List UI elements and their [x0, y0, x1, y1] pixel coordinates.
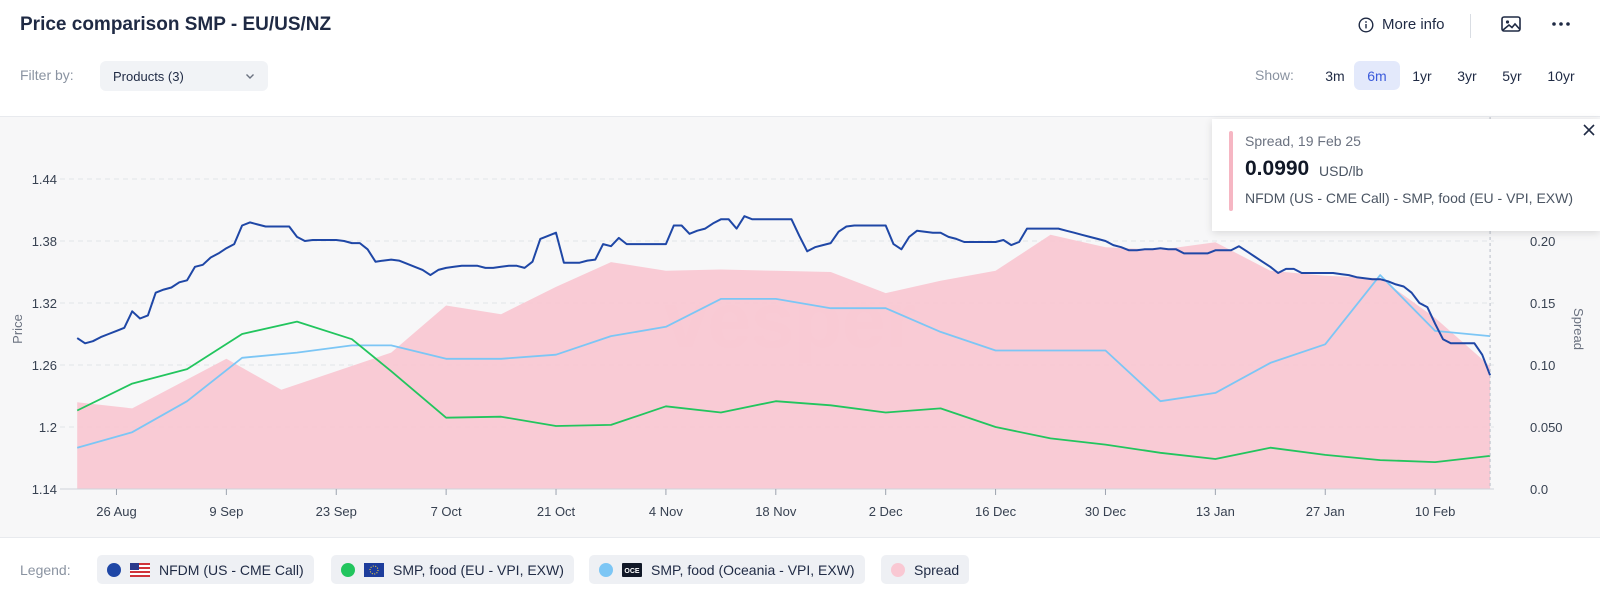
x-tick-label: 18 Nov	[755, 504, 797, 519]
us-flag-icon	[130, 562, 150, 577]
x-tick-label: 7 Oct	[431, 504, 462, 519]
series-area-spread	[77, 234, 1491, 489]
x-tick-label: 13 Jan	[1196, 504, 1235, 519]
chart-area: vesper 1.141.21.261.321.381.440.00.0500.…	[0, 116, 1600, 538]
series-color-dot	[891, 562, 905, 577]
price-comparison-chart[interactable]: vesper 1.141.21.261.321.381.440.00.0500.…	[0, 117, 1600, 539]
y-tick-label: 1.38	[32, 234, 57, 249]
more-dots-icon	[1552, 22, 1570, 26]
export-image-button[interactable]	[1500, 14, 1524, 38]
info-icon	[1358, 16, 1374, 33]
legend-item-label: SMP, food (Oceania - VPI, EXW)	[651, 561, 855, 578]
series-line-smp-food-oceania-vpi-exw	[76, 274, 1491, 449]
legend-item-nfdm[interactable]: NFDM (US - CME Call)	[97, 555, 314, 584]
svg-text:OCE: OCE	[624, 568, 640, 575]
legend-item-label: NFDM (US - CME Call)	[159, 561, 304, 578]
y2-tick-label: 0.050	[1530, 420, 1563, 435]
y2-tick-label: 0.0	[1530, 482, 1548, 497]
more-options-button[interactable]	[1548, 14, 1574, 38]
series-color-dot	[599, 562, 613, 577]
close-icon[interactable]	[1582, 123, 1596, 137]
x-tick-label: 27 Jan	[1306, 504, 1345, 519]
series-color-dot	[107, 562, 121, 577]
chevron-down-icon	[246, 74, 254, 79]
y-tick-label: 1.26	[32, 358, 57, 373]
x-tick-label: 2 Dec	[869, 504, 903, 519]
range-5yr-button[interactable]: 5yr	[1502, 67, 1522, 84]
legend-item-label: SMP, food (EU - VPI, EXW)	[393, 561, 564, 578]
range-1yr-button[interactable]: 1yr	[1412, 67, 1432, 84]
tooltip-title: Spread, 19 Feb 25	[1245, 133, 1361, 149]
range-3m-button[interactable]: 3m	[1325, 67, 1345, 84]
y2-tick-label: 0.10	[1530, 358, 1555, 373]
image-icon	[1501, 16, 1521, 32]
x-tick-label: 16 Dec	[975, 504, 1017, 519]
legend-item-smp-oceania[interactable]: OCE SMP, food (Oceania - VPI, EXW)	[589, 555, 865, 584]
legend-item-spread[interactable]: Spread	[881, 555, 970, 584]
chart-header: Price comparison SMP - EU/US/NZ More inf…	[0, 0, 1600, 116]
x-tick-label: 9 Sep	[209, 504, 243, 519]
legend-label: Legend:	[20, 562, 71, 578]
y-tick-label: 1.44	[32, 172, 57, 187]
x-tick-label: 23 Sep	[316, 504, 357, 519]
page-title: Price comparison SMP - EU/US/NZ	[20, 14, 332, 35]
x-tick-label: 10 Feb	[1415, 504, 1455, 519]
y2-tick-label: 0.15	[1530, 296, 1555, 311]
axes: 1.14 1.2 1.26 1.32 1.38 1.44 0.0 0.050 0.10 0.15 0…	[32, 172, 1563, 519]
eu-flag-icon	[364, 562, 384, 577]
tooltip-unit: USD/lb	[1319, 163, 1364, 179]
tooltip-value: 0.0990	[1245, 157, 1310, 180]
oce-flag-icon: OCE	[622, 562, 642, 577]
products-filter-select[interactable]: Products (3)	[100, 61, 268, 91]
y-tick-label: 1.14	[32, 482, 57, 497]
y-tick-label: 1.2	[39, 420, 57, 435]
show-label: Show:	[1255, 67, 1294, 83]
tooltip-color-bar	[1229, 131, 1233, 211]
range-10yr-button[interactable]: 10yr	[1547, 67, 1575, 84]
spread-tooltip: Spread, 19 Feb 25 0.0990 USD/lb NFDM (US…	[1212, 119, 1600, 231]
y-tick-label: 1.32	[32, 296, 57, 311]
series-layer	[76, 215, 1492, 489]
more-info-label: More info	[1382, 16, 1445, 33]
x-tick-label: 30 Dec	[1085, 504, 1127, 519]
range-6m-button[interactable]: 6m	[1354, 61, 1400, 90]
series-line-smp-food-eu-vpi-exw	[76, 320, 1491, 463]
y-axis-label: Price	[10, 314, 25, 344]
series-line-nfdm-us-cme-call	[76, 215, 1492, 376]
tooltip-description: NFDM (US - CME Call) - SMP, food (EU - V…	[1245, 190, 1573, 206]
y2-tick-label: 0.20	[1530, 234, 1555, 249]
legend-item-smp-eu[interactable]: SMP, food (EU - VPI, EXW)	[331, 555, 574, 584]
filter-value: Products (3)	[113, 68, 184, 84]
filter-label: Filter by:	[20, 67, 74, 83]
y2-axis-label: Spread	[1571, 308, 1586, 350]
legend-bar: Legend: NFDM (US - CME Call) SMP, food (…	[0, 540, 1600, 603]
x-tick-label: 26 Aug	[96, 504, 137, 519]
range-3yr-button[interactable]: 3yr	[1457, 67, 1477, 84]
series-color-dot	[341, 562, 355, 577]
more-info-button[interactable]: More info	[1358, 16, 1445, 33]
x-tick-label: 4 Nov	[649, 504, 683, 519]
legend-item-label: Spread	[914, 561, 960, 578]
x-tick-label: 21 Oct	[537, 504, 576, 519]
header-divider	[1470, 14, 1471, 38]
